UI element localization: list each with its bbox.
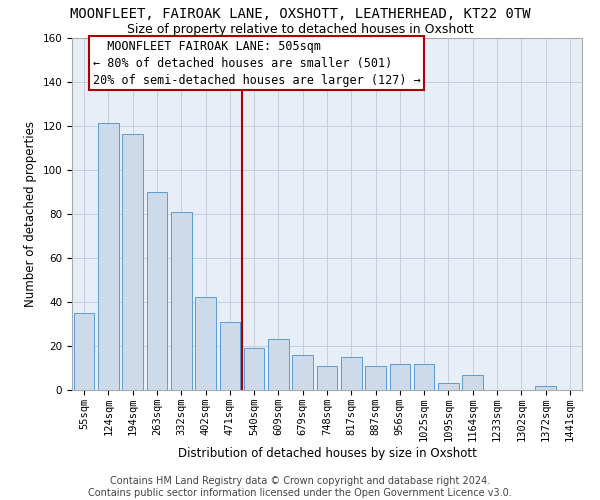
X-axis label: Distribution of detached houses by size in Oxshott: Distribution of detached houses by size … (178, 447, 476, 460)
Bar (146, 192, 167, 390)
Bar (195, 298, 216, 390)
Y-axis label: Number of detached properties: Number of detached properties (24, 120, 37, 306)
Text: Size of property relative to detached houses in Oxshott: Size of property relative to detached ho… (127, 22, 473, 36)
Bar (244, 348, 265, 390)
Bar (98, 124, 119, 390)
Bar (463, 374, 483, 390)
Text: Contains HM Land Registry data © Crown copyright and database right 2024.
Contai: Contains HM Land Registry data © Crown c… (88, 476, 512, 498)
Bar (74, 313, 94, 390)
Text: MOONFLEET, FAIROAK LANE, OXSHOTT, LEATHERHEAD, KT22 0TW: MOONFLEET, FAIROAK LANE, OXSHOTT, LEATHE… (70, 8, 530, 22)
Bar (365, 366, 386, 390)
Bar (535, 386, 556, 390)
Bar (220, 322, 240, 390)
Text: MOONFLEET FAIROAK LANE: 505sqm  
← 80% of detached houses are smaller (501)
20% : MOONFLEET FAIROAK LANE: 505sqm ← 80% of … (92, 40, 421, 86)
Bar (317, 366, 337, 390)
Bar (341, 357, 362, 390)
Bar (389, 364, 410, 390)
Bar (414, 364, 434, 390)
Bar (438, 384, 459, 390)
Bar (171, 212, 191, 390)
Bar (122, 134, 143, 390)
Bar (292, 355, 313, 390)
Bar (268, 340, 289, 390)
